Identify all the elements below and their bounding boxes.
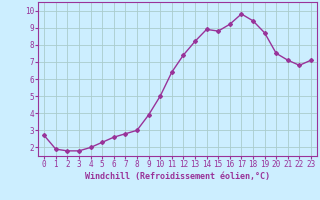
X-axis label: Windchill (Refroidissement éolien,°C): Windchill (Refroidissement éolien,°C) — [85, 172, 270, 181]
